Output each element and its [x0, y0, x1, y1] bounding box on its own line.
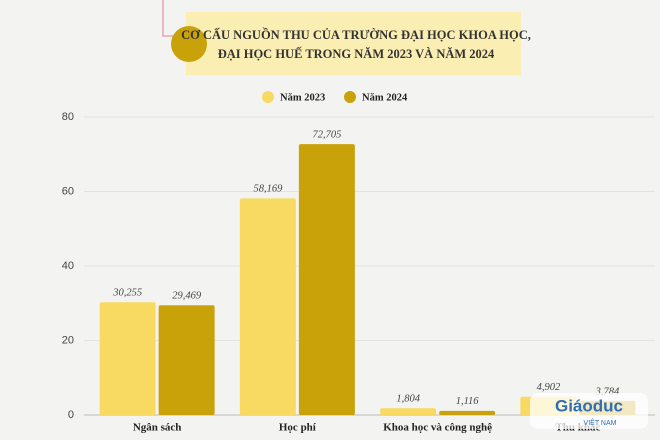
y-tick-label: 80: [62, 111, 74, 123]
y-tick-label: 20: [62, 334, 74, 346]
value-label: 4,902: [537, 382, 561, 393]
y-tick-label: 40: [62, 260, 74, 272]
value-label: 1,804: [396, 394, 420, 405]
x-tick-label: Khoa học và công nghệ: [383, 422, 492, 434]
value-label: 30,255: [112, 288, 142, 299]
watermark: Giáoduc VIỆT NAM: [530, 393, 648, 429]
value-label: 72,705: [312, 130, 341, 141]
chart-title: ĐẠI HỌC HUẾ TRONG NĂM 2023 VÀ NĂM 2024: [218, 46, 495, 61]
watermark-sub: VIỆT NAM: [584, 418, 617, 427]
watermark-box: [530, 393, 648, 429]
bar: [99, 302, 156, 415]
bar: [380, 408, 437, 415]
value-label: 58,169: [253, 184, 283, 195]
value-label: 1,116: [456, 396, 480, 407]
legend-swatch: [262, 91, 274, 103]
x-tick-label: Ngân sách: [133, 422, 182, 434]
value-label: 29,469: [172, 291, 202, 302]
title-box: [186, 12, 521, 75]
y-tick-label: 0: [68, 409, 74, 421]
x-tick-label: Học phí: [279, 422, 317, 434]
watermark-text: Giáoduc: [555, 396, 623, 415]
bar: [239, 198, 296, 415]
chart-title: CƠ CẤU NGUỒN THU CỦA TRƯỜNG ĐẠI HỌC KHOA…: [181, 27, 531, 42]
legend-label: Năm 2023: [280, 92, 325, 103]
title-dot: [171, 26, 207, 62]
value-label: 3,784: [595, 386, 620, 397]
bar: [298, 144, 355, 415]
legend-label: Năm 2024: [362, 92, 408, 103]
bar: [439, 410, 496, 415]
legend-swatch: [344, 91, 356, 103]
bar: [158, 305, 215, 415]
y-tick-label: 60: [62, 185, 74, 197]
